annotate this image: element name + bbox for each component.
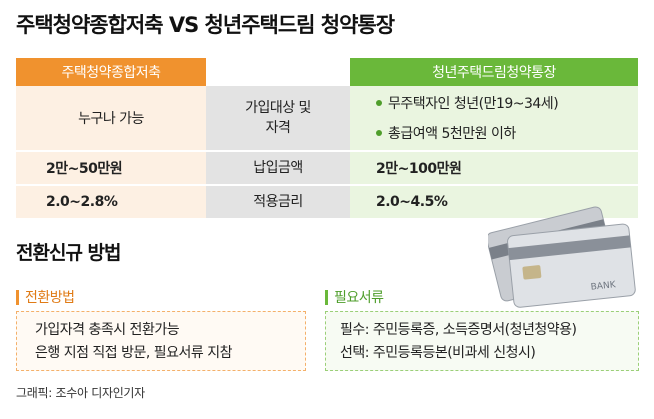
left-column-header: 주택청약종합저축 [16,58,206,86]
documents-label: 필요서류 [334,290,384,306]
card-bank-text: BANK [590,280,617,293]
page-title: 주택청약종합저축 VS 청년주택드림 청약통장 [16,13,395,37]
method-line: 가입자격 충족시 전환가능 [35,322,180,338]
documents-line: 필수: 주민등록증, 소득증명서(청년청약용) [340,322,577,338]
bullet-dot-icon [376,100,382,106]
conversion-method-heading: 전환방법 [16,287,75,307]
bullet-text: 무주택자인 청년(만19~34세) [388,96,559,112]
rate-label-cell: 적용금리 [206,186,350,218]
documents-line: 선택: 주민등록등본(비과세 신청시) [340,345,536,361]
eligibility-label-cell: 가입대상 및 자격 [206,86,350,150]
heading-bar-icon [325,289,328,305]
conversion-method-label: 전환방법 [25,290,75,306]
left-payment-cell: 2만~50만원 [16,152,206,184]
eligibility-bullet: 무주택자인 청년(만19~34세) [376,93,559,113]
conversion-section-title: 전환신규 방법 [16,242,121,264]
eligibility-bullet: 총급여액 5천만원 이하 [376,123,558,143]
documents-heading: 필요서류 [325,287,384,307]
documents-box: 필수: 주민등록증, 소득증명서(청년청약용) 선택: 주민등록등본(비과세 신… [325,311,639,371]
left-rate-cell: 2.0~2.8% [16,186,206,218]
right-eligibility-cell: 무주택자인 청년(만19~34세) 총급여액 5천만원 이하 [350,86,638,150]
left-eligibility-cell: 누구나 가능 [16,86,206,150]
payment-label-cell: 납입금액 [206,152,350,184]
bank-cards-illustration: BANK [488,206,636,308]
graphic-credit: 그래픽: 조수아 디자인기자 [16,386,145,400]
method-line: 은행 지점 직접 방문, 필요서류 지참 [35,345,233,361]
right-rate-cell: 2.0~4.5% [350,186,638,218]
right-payment-cell: 2만~100만원 [350,152,638,184]
heading-bar-icon [16,289,19,305]
eligibility-label-line2: 자격 [265,120,291,136]
conversion-method-box: 가입자격 충족시 전환가능 은행 지점 직접 방문, 필요서류 지참 [16,311,306,371]
bullet-dot-icon [376,130,382,136]
bullet-text: 총급여액 5천만원 이하 [388,126,516,142]
right-column-header: 청년주택드림청약통장 [350,58,638,86]
eligibility-label-line1: 가입대상 및 [245,100,311,116]
left-eligibility-value: 누구나 가능 [78,111,144,127]
